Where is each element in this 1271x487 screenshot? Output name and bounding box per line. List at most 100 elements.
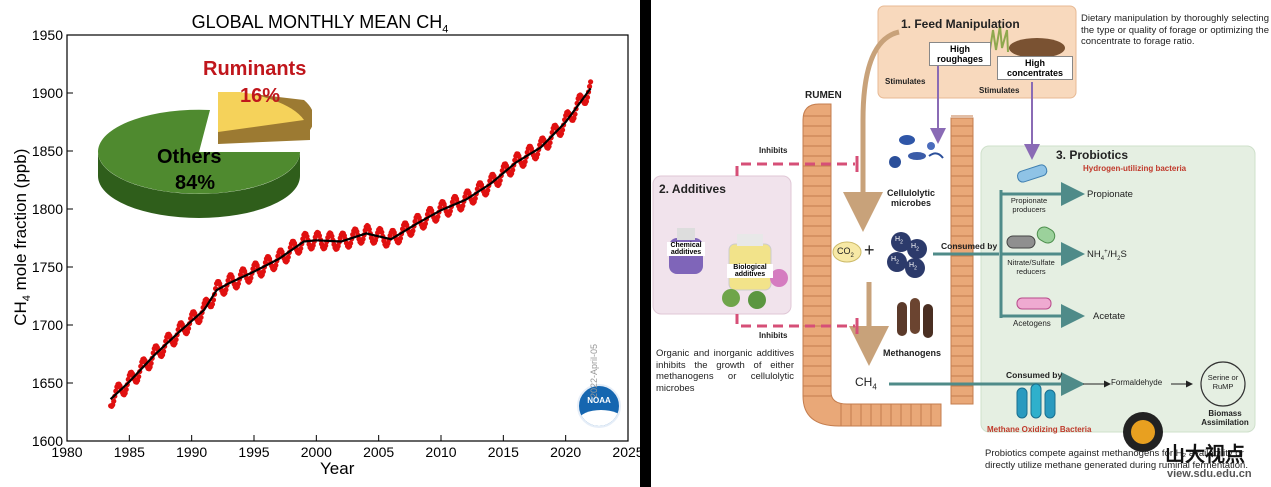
propionate-producers-label: Propionate producers (1010, 196, 1048, 214)
probiotics-box (980, 145, 1256, 433)
pie-side-others (98, 152, 300, 218)
acetogens-label: Acetogens (1013, 319, 1051, 328)
h2-label-4: H2 (909, 262, 917, 272)
monthly-data-point (161, 348, 167, 354)
x-tick-label: 1980 (51, 444, 82, 460)
y-tick-label: 1650 (32, 375, 63, 391)
plus-sign: + (864, 240, 875, 260)
inhibits-label-top: Inhibits (759, 146, 788, 155)
serine-rump-label: Serine or RuMP (1207, 373, 1239, 391)
watermark-url: view.sdu.edu.cn (1167, 468, 1252, 480)
chemical-additives-label: Chemical additives (667, 242, 705, 256)
serine-cycle (1200, 361, 1246, 407)
x-axis-label: Year (320, 459, 355, 478)
monthly-data-point (547, 140, 553, 146)
methane-line-chart: 1980 1985 1990 1995 2000 2005 2010 2015 2020 2025… (32, 27, 640, 460)
y-tick-label: 1900 (32, 85, 63, 101)
additives-title: 2. Additives (659, 182, 726, 196)
monthly-data-point (360, 236, 366, 242)
x-tick-label: 1995 (238, 444, 269, 460)
rumen-wall-right (950, 117, 974, 405)
monthly-data-point (497, 177, 503, 184)
concentrates-pile (1009, 38, 1065, 58)
y-tick-label: 1850 (32, 143, 63, 159)
y-tick-label: 1950 (32, 27, 63, 43)
monthly-data-point (586, 83, 593, 90)
monthly-data-point (412, 218, 418, 225)
inhibits-label-bottom: Inhibits (759, 331, 788, 340)
monthly-data-point (298, 245, 304, 252)
x-tick-label: 2025 (612, 444, 640, 460)
monthly-data-point (173, 337, 179, 343)
noaa-logo: NOAA (577, 384, 621, 428)
monthly-data-point (209, 301, 216, 307)
feed-title: 1. Feed Manipulation (901, 17, 1020, 31)
monthly-data-point (260, 269, 266, 275)
x-tick-label: 1990 (176, 444, 207, 460)
monthly-data-point (460, 203, 466, 209)
monthly-data-point (379, 229, 385, 235)
probiotics-subtitle: Hydrogen-utilizing bacteria (1083, 164, 1187, 173)
co2-molecule (832, 241, 862, 263)
monthly-data-point (148, 360, 154, 366)
pie-value-others: 84% (175, 172, 216, 194)
rumen-label: RUMEN (805, 90, 842, 101)
monthly-data-point (316, 233, 323, 239)
pie-slice-ruminants (218, 92, 304, 132)
methanogens-art (897, 298, 933, 338)
h2-molecules (887, 232, 927, 278)
monthly-data-point (485, 187, 491, 193)
feed-description: Dietary manipulation by thoroughly selec… (1081, 13, 1269, 47)
monthly-data-point (185, 325, 192, 332)
high-concentrates-box: High concentrates (997, 56, 1073, 80)
monthly-data-point (510, 167, 516, 173)
monthly-data-point (111, 398, 117, 404)
noaa-logo-text: NOAA (587, 396, 611, 405)
plot-frame (66, 34, 629, 442)
pie-value-ruminants: 16% (240, 85, 281, 107)
monthly-data-point (329, 233, 335, 239)
cellulolytic-microbes-art (889, 135, 944, 168)
monthly-data-point (522, 159, 528, 165)
additives-description: Organic and inorganic additives inhibits… (656, 348, 794, 394)
methanogens-label: Methanogens (883, 348, 942, 358)
pie-label-ruminants: Ruminants (203, 58, 307, 80)
monthly-data-point (366, 226, 372, 232)
x-tick-label: 2000 (301, 444, 332, 460)
pie-slice-others (98, 109, 300, 194)
monthly-data-point (285, 254, 291, 260)
watermark-cn: 山大视点 (1165, 444, 1245, 466)
x-tick-label: 2005 (363, 444, 394, 460)
biological-additives-label: Biological additives (727, 264, 773, 278)
monthly-data-point (410, 228, 416, 234)
formaldehyde-label: Formaldehyde (1111, 378, 1163, 387)
y-axis-label: CH4 mole fraction (ppb) (10, 148, 34, 326)
monthly-data-point (123, 386, 129, 393)
cellulolytic-label: Cellulolytic microbes (886, 188, 935, 208)
stimulates-label-right: Stimulates (979, 86, 1020, 95)
monthly-data-point (223, 287, 229, 293)
consumed-by-top: Consumed by (941, 241, 998, 251)
monthly-data-point (559, 127, 566, 133)
monthly-data-point (235, 281, 242, 287)
propionate-label: Propionate (1087, 189, 1133, 200)
monthly-data-point (397, 235, 404, 241)
mob-label: Methane Oxidizing Bacteria (987, 425, 1092, 434)
monthly-data-point (435, 214, 441, 220)
h2-label-2: H2 (911, 243, 919, 253)
h2-label-3: H2 (891, 256, 899, 266)
high-roughages-box: High roughages (929, 42, 991, 66)
stimulates-label-left: Stimulates (885, 77, 926, 86)
pie-inset (98, 92, 312, 218)
acetate-label: Acetate (1093, 311, 1126, 322)
probiotics-title: 3. Probiotics (1056, 148, 1129, 162)
monthly-data-point (273, 262, 279, 268)
h2-label-1: H2 (895, 236, 903, 246)
monthly-data-point (248, 275, 254, 281)
biomass-label: Biomass Assimilation (1201, 409, 1249, 427)
monthly-data-point (588, 79, 594, 85)
monthly-data-point (300, 236, 306, 242)
x-tick-label: 2010 (425, 444, 456, 460)
monthly-data-point (198, 314, 204, 321)
chart-date-stamp: 2022-April-05 (589, 343, 599, 398)
